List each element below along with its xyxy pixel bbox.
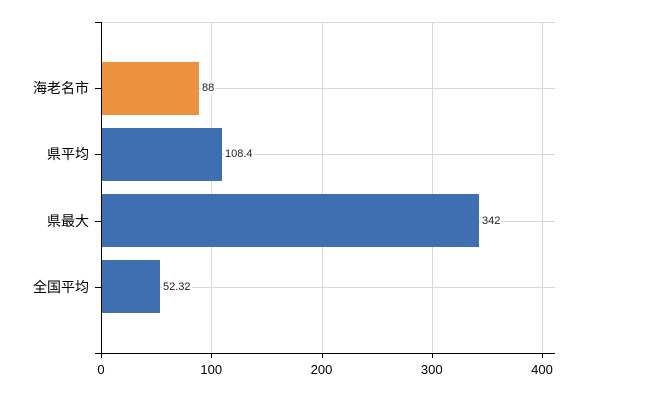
x-gridline <box>321 22 323 353</box>
y-axis-line <box>101 22 102 353</box>
x-gridline <box>211 22 213 353</box>
category-label: 県平均 <box>47 146 89 162</box>
x-tick-label: 100 <box>200 362 223 377</box>
x-axis-tick <box>321 353 323 358</box>
plot-top-gridline <box>101 22 555 23</box>
bar-県最大 <box>102 194 479 247</box>
bar-県平均 <box>102 128 222 181</box>
x-tick-label: 400 <box>531 362 553 377</box>
x-tick-label: 200 <box>310 362 333 377</box>
x-axis-tick <box>542 353 543 358</box>
y-axis-tick <box>95 88 101 89</box>
x-axis-tick <box>431 353 433 358</box>
x-gridline <box>431 22 433 353</box>
bar-海老名市 <box>102 62 199 115</box>
y-axis-tick <box>95 221 101 222</box>
x-axis-line <box>95 353 555 354</box>
category-gridline <box>101 154 555 155</box>
x-axis-tick <box>101 353 102 358</box>
bar-value-label: 88 <box>201 81 216 95</box>
x-tick-label: 0 <box>97 362 105 377</box>
x-axis-tick <box>211 353 213 358</box>
bar-value-label: 52.32 <box>162 280 192 294</box>
x-gridline <box>542 22 543 353</box>
y-axis-top-tick <box>95 22 101 23</box>
category-label: 海老名市 <box>33 80 89 96</box>
bar-全国平均 <box>102 260 160 313</box>
bar-value-label: 108.4 <box>224 147 254 161</box>
x-tick-label: 300 <box>420 362 443 377</box>
bar-value-label: 342 <box>481 214 502 228</box>
category-gridline <box>101 287 555 288</box>
y-axis-tick <box>95 287 101 288</box>
category-label: 全国平均 <box>33 279 89 295</box>
category-gridline <box>101 88 555 89</box>
y-axis-tick <box>95 154 101 155</box>
category-label: 県最大 <box>47 213 89 229</box>
